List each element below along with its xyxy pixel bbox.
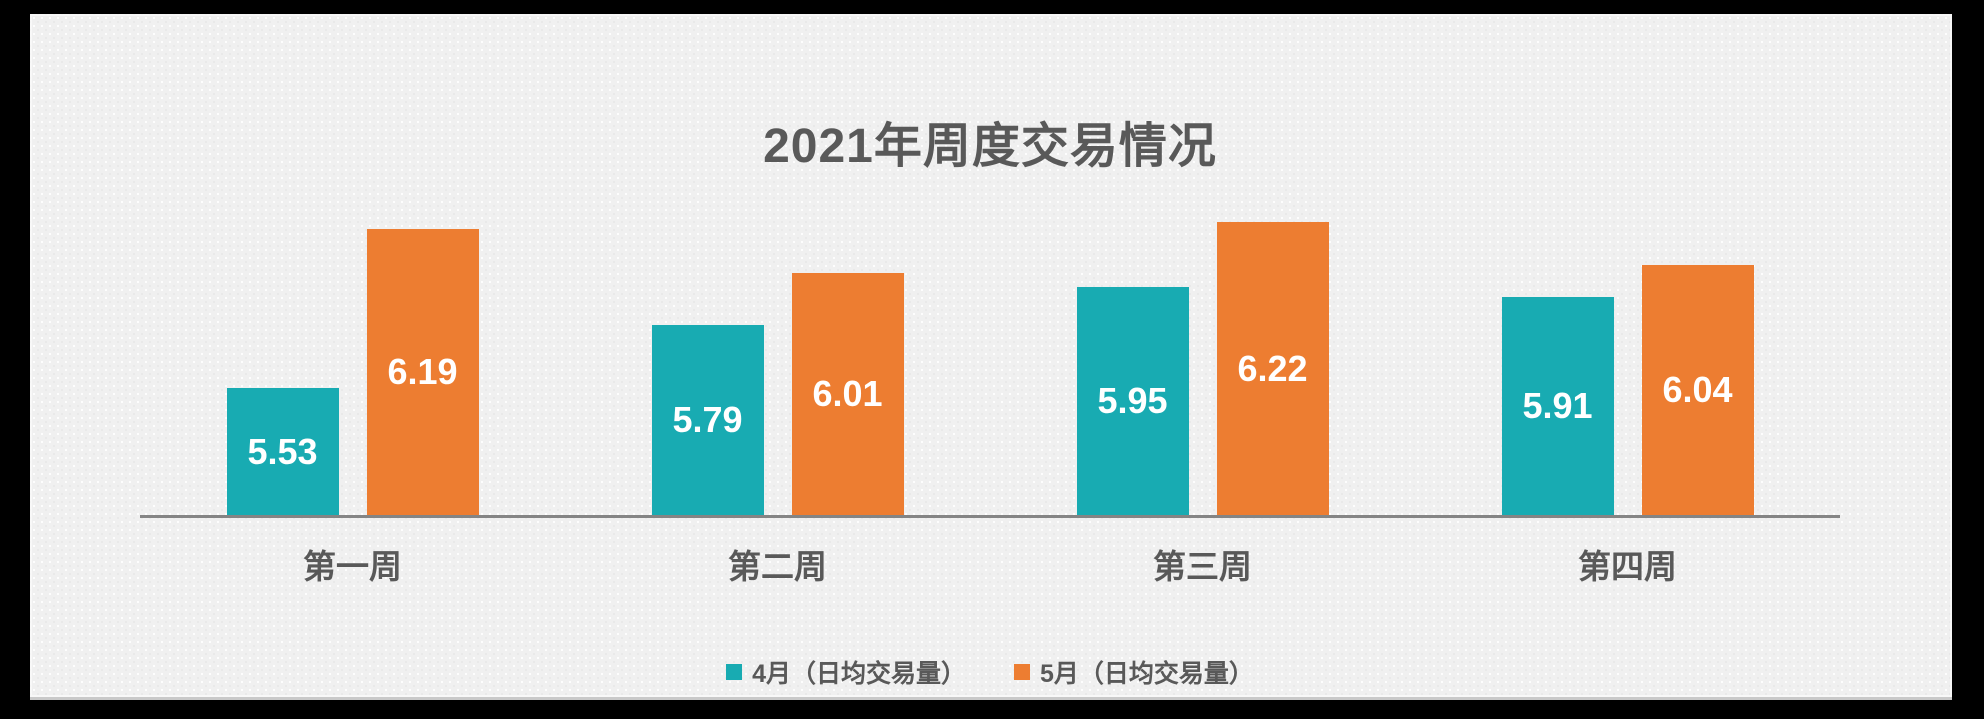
bar-value-label: 6.22 xyxy=(1237,347,1308,389)
bar-series2-第二周: 6.01 xyxy=(791,273,904,515)
bar-series1-第四周: 5.91 xyxy=(1501,297,1614,515)
legend-label: 5月（日均交易量） xyxy=(1040,660,1254,688)
x-axis-label-1: 第一周 xyxy=(303,548,402,585)
category-slot-2: 5.79 6.01 xyxy=(565,179,990,515)
legend-swatch-icon xyxy=(1014,664,1030,680)
bar-series2-第一周: 6.19 xyxy=(366,229,479,515)
legend-label: 4月（日均交易量） xyxy=(752,660,966,688)
plot-area: 5.53 6.19 5.79 6.01 5.95 6.22 5.91 6.04 xyxy=(140,179,1840,515)
bar-series1-第二周: 5.79 xyxy=(651,325,764,515)
legend-item-1: 4月（日均交易量） xyxy=(726,654,966,690)
slide-card: 2021年周度交易情况 5.53 6.19 5.79 6.01 5.95 6.22 5.91… xyxy=(30,14,1952,700)
x-axis-label-4: 第四周 xyxy=(1578,548,1677,585)
bar-value-label: 5.53 xyxy=(247,430,318,472)
x-axis-line xyxy=(140,515,1840,518)
bar-value-label: 5.91 xyxy=(1522,385,1593,426)
bar-value-label: 6.04 xyxy=(1662,369,1733,410)
chart-legend: 4月（日均交易量） 5月（日均交易量） xyxy=(140,654,1840,690)
bar-value-label: 5.79 xyxy=(672,399,743,440)
chart-title: 2021年周度交易情况 xyxy=(763,120,1217,173)
x-axis-label-2: 第二周 xyxy=(728,548,827,585)
bar-value-label: 5.95 xyxy=(1097,380,1168,421)
category-slot-4: 5.91 6.04 xyxy=(1415,179,1840,515)
legend-swatch-icon xyxy=(726,664,743,680)
x-axis-label-3: 第三周 xyxy=(1153,548,1252,585)
bar-series1-第一周: 5.53 xyxy=(226,388,339,515)
bar-value-label: 6.01 xyxy=(812,373,883,414)
category-slot-1: 5.53 6.19 xyxy=(140,179,565,515)
bar-series2-第四周: 6.04 xyxy=(1641,265,1754,515)
category-slot-3: 5.95 6.22 xyxy=(990,179,1415,515)
legend-item-2: 5月（日均交易量） xyxy=(1014,654,1254,690)
bar-series2-第三周: 6.22 xyxy=(1216,222,1329,515)
bar-value-label: 6.19 xyxy=(387,351,458,392)
bar-series1-第三周: 5.95 xyxy=(1076,287,1189,515)
x-axis-labels: 第一周 第二周 第三周 第四周 xyxy=(140,540,1840,588)
